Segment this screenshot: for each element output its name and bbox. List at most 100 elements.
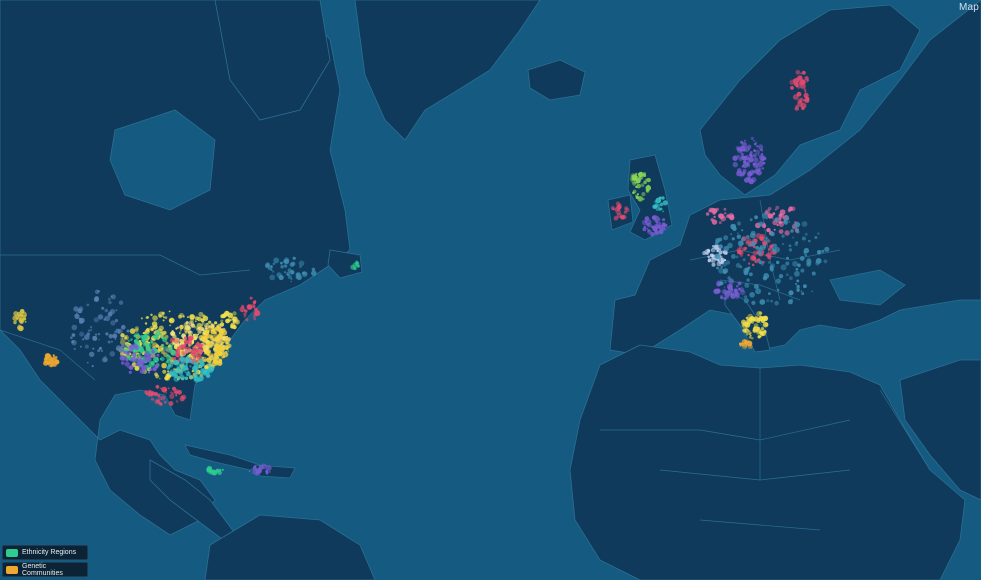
ancestry-dot — [159, 402, 163, 406]
ancestry-dot — [204, 369, 210, 375]
ancestry-dot — [135, 354, 139, 358]
ancestry-dot — [790, 298, 794, 302]
ancestry-dot — [234, 319, 240, 325]
ancestry-dot — [159, 357, 162, 361]
ancestry-dot — [733, 288, 739, 294]
ancestry-dot — [725, 252, 728, 255]
ancestry-dot — [652, 225, 658, 232]
ancestry-dot — [107, 340, 111, 344]
ancestry-dot — [640, 183, 645, 188]
ancestry-dot — [737, 281, 742, 286]
ancestry-dot — [108, 300, 112, 305]
legend-genetic-communities[interactable]: Genetic Communities — [2, 562, 88, 577]
ancestry-dot — [784, 216, 790, 221]
ancestry-dot — [187, 330, 193, 336]
ancestry-dot — [711, 262, 716, 267]
ancestry-dot — [743, 298, 750, 304]
ancestry-dot — [100, 349, 104, 353]
ancestry-dot — [799, 77, 802, 80]
ancestry-dot — [193, 336, 198, 341]
ancestry-dot — [231, 316, 236, 321]
ancestry-dot — [752, 328, 757, 333]
ancestry-dot — [148, 389, 151, 392]
ancestry-dot — [756, 326, 761, 330]
ancestry-dot — [790, 206, 796, 212]
ancestry-dot — [808, 239, 811, 243]
ancestry-dot — [168, 310, 171, 313]
ancestry-dot — [158, 335, 161, 337]
ancestry-dot — [206, 322, 209, 325]
ancestry-dot — [73, 306, 79, 312]
ancestry-dot — [210, 323, 213, 326]
ancestry-dot — [816, 250, 822, 255]
ancestry-dot — [638, 174, 644, 180]
ancestry-dot — [755, 233, 762, 239]
ancestry-dot — [146, 359, 150, 363]
ancestry-dot — [205, 330, 210, 335]
ireland-island — [607, 194, 634, 231]
ancestry-dot — [164, 316, 168, 319]
ancestry-dot — [224, 337, 227, 340]
ancestry-dot — [219, 322, 225, 327]
ancestry-dot — [265, 471, 269, 475]
ancestry-dot — [216, 325, 220, 329]
ancestry-dot — [173, 369, 177, 372]
ancestry-dot — [156, 399, 160, 404]
baffin-island — [214, 0, 331, 121]
ancestry-dot — [147, 356, 151, 360]
ancestry-dot — [203, 315, 209, 321]
ancestry-dot — [197, 316, 202, 322]
ancestry-dot — [191, 351, 196, 357]
ancestry-dot — [747, 164, 751, 168]
ancestry-dot — [145, 392, 149, 396]
ancestry-dot — [155, 330, 161, 336]
ancestry-dot — [729, 278, 734, 283]
ancestry-dot — [741, 165, 744, 168]
ancestry-dot — [193, 374, 199, 380]
ancestry-dot — [173, 359, 180, 366]
ancestry-dot — [180, 375, 185, 380]
ancestry-dot — [744, 283, 750, 288]
ancestry-dot — [89, 325, 93, 329]
ancestry-dot — [759, 158, 764, 163]
ancestry-dot — [186, 346, 191, 351]
ancestry-dot — [756, 311, 762, 317]
ancestry-dot — [737, 240, 744, 247]
ancestry-dot — [732, 155, 738, 161]
ancestry-dot — [125, 343, 130, 348]
ancestry-dot — [202, 345, 207, 350]
ancestry-dot — [149, 365, 152, 368]
ancestry-dot — [758, 221, 764, 227]
ancestry-dot — [165, 355, 171, 360]
legend-ethnicity-label: Ethnicity Regions — [22, 549, 77, 556]
ancestry-dot — [748, 156, 754, 163]
ancestry-dot — [745, 345, 748, 348]
ancestry-dot — [168, 317, 175, 324]
ancestry-dot — [169, 324, 172, 327]
ancestry-dot — [659, 224, 666, 231]
ancestry-dot — [790, 229, 794, 233]
ancestry-dot — [755, 288, 762, 295]
legend-ethnicity-regions[interactable]: Ethnicity Regions — [2, 545, 88, 560]
ancestry-dot — [158, 314, 162, 318]
ancestry-dot — [751, 263, 755, 267]
ancestry-dot — [178, 371, 183, 376]
ancestry-dot — [801, 221, 808, 227]
ancestry-dot — [245, 318, 249, 322]
ancestry-dot — [769, 265, 774, 270]
ancestry-dot — [643, 225, 647, 229]
us-mexico-border — [0, 329, 96, 381]
ancestry-dot — [658, 196, 662, 200]
ancestry-dot — [766, 217, 768, 220]
ancestry-dot — [760, 327, 764, 331]
ancestry-dot — [112, 333, 118, 339]
ancestry-dot — [145, 337, 149, 340]
ancestry-dot — [167, 387, 170, 390]
ancestry-dot — [739, 342, 742, 346]
ancestry-dot — [221, 468, 224, 471]
ancestry-dot — [254, 310, 261, 317]
ancestry-dot — [762, 161, 766, 165]
ancestry-dot — [46, 353, 51, 358]
ancestry-dot — [795, 104, 799, 108]
